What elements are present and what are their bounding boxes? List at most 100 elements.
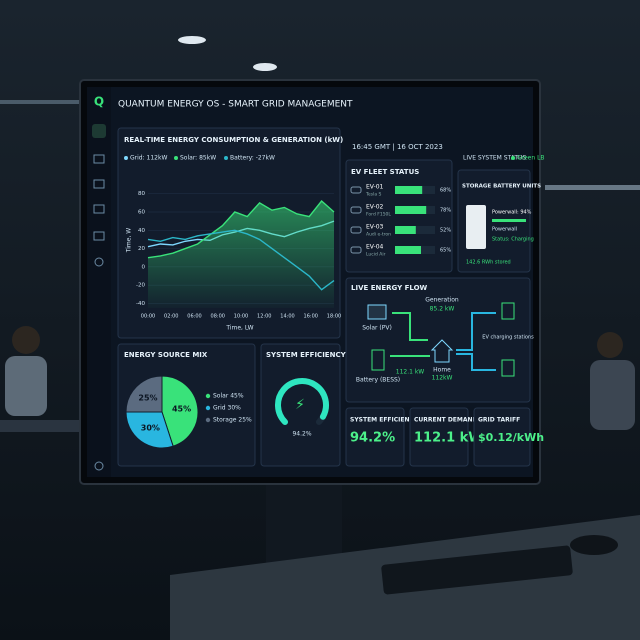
ev-bar	[395, 226, 416, 234]
keyboard	[381, 545, 573, 595]
flow-arrow	[456, 353, 496, 371]
kpi-card	[345, 407, 405, 467]
battery-unit	[466, 205, 486, 249]
kpi-label: GRID TARIFF	[478, 417, 520, 424]
kpi-value: 112.1 kW	[414, 431, 483, 446]
series-line	[147, 229, 335, 291]
flow-battery-value: 112.1 kW	[396, 369, 425, 376]
x-tick-label: 18:00	[327, 314, 341, 320]
panel-title: STORAGE BATTERY UNITS	[462, 184, 541, 190]
panel-title: REAL-TIME ENERGY CONSUMPTION & GENERATIO…	[124, 136, 343, 144]
ev-charger-icon	[501, 302, 515, 320]
car-icon	[350, 186, 362, 194]
mouse	[570, 535, 618, 555]
legend-label: Solar: 85kW	[180, 155, 216, 162]
nav-settings[interactable]	[94, 257, 104, 267]
flow-ev: EV charging stations	[482, 335, 534, 341]
legend-dot	[205, 405, 211, 411]
x-tick-label: 00:00	[141, 314, 155, 320]
ev-id: EV-03	[366, 224, 384, 231]
car-icon	[350, 206, 362, 214]
nav-settings[interactable]	[94, 461, 104, 471]
flow-solar: Solar (PV)	[362, 325, 392, 332]
person	[597, 332, 623, 358]
legend-label: Grid: 112kW	[130, 155, 167, 162]
ceiling-light	[178, 36, 206, 44]
y-tick-label: 80	[138, 191, 145, 197]
y-tick-label: 60	[138, 210, 145, 216]
ev-bar	[395, 246, 421, 254]
nav-icon[interactable]	[93, 154, 105, 164]
storage-bar	[492, 219, 526, 222]
legend-dot	[205, 417, 211, 423]
panel-title: ENERGY SOURCE MIX	[124, 351, 208, 359]
person	[5, 356, 47, 416]
ev-model: Audi e-tron	[366, 232, 391, 238]
x-tick-label: 12:00	[257, 314, 271, 320]
storage-level: Powerwall: 94%	[492, 210, 532, 216]
x-axis-label: Time, LW	[225, 325, 253, 332]
pie-slice	[161, 375, 199, 447]
status-dot	[511, 156, 515, 160]
status-label: LIVE SYSTEM STATUS	[463, 155, 526, 162]
flow-battery: Battery (BESS)	[356, 377, 400, 384]
ev-panel	[345, 159, 453, 273]
legend-dot	[205, 393, 211, 399]
pie-label: 25%	[138, 393, 157, 402]
series-line	[147, 200, 335, 259]
flow-generation-value: 85.2 kW	[430, 306, 455, 313]
nav-icon[interactable]	[93, 204, 105, 214]
sidebar	[87, 87, 111, 477]
pie-slice	[125, 411, 174, 449]
ev-id: EV-02	[366, 204, 384, 211]
x-tick-label: 14:00	[280, 314, 294, 320]
ev-model: Tesla S	[365, 192, 382, 198]
storage-status: Status: Charging	[492, 237, 534, 243]
panel-title: LIVE ENERGY FLOW	[351, 284, 428, 292]
x-tick-label: 06:00	[187, 314, 201, 320]
kpi-label: CURRENT DEMAND	[414, 417, 478, 424]
flow-arrow	[456, 312, 496, 351]
ev-model: Lucid Air	[366, 252, 386, 258]
car-icon	[350, 246, 362, 254]
kpi-card	[409, 407, 469, 467]
legend-label: Grid 30%	[213, 405, 241, 412]
battery-icon	[371, 349, 385, 371]
datetime: 16:45 GMT | 16 OCT 2023	[352, 143, 443, 151]
storage-stored: 142.6 RWh stored	[466, 260, 511, 266]
ev-charger-icon	[501, 359, 515, 377]
legend-label: Solar 45%	[213, 393, 244, 400]
person	[590, 360, 635, 430]
flow-generation: Generation	[425, 297, 459, 304]
y-tick-label: 40	[138, 228, 145, 234]
y-tick-label: 20	[138, 246, 145, 252]
status: Green LB	[517, 155, 545, 162]
nav-icon[interactable]	[93, 179, 105, 189]
ceiling-light	[0, 100, 80, 104]
home-icon	[430, 339, 454, 363]
x-tick-label: 10:00	[234, 314, 248, 320]
efficiency-panel	[260, 343, 341, 467]
nav-icon[interactable]	[93, 231, 105, 241]
kpi-value: $0.12/kWh	[478, 431, 544, 444]
ev-value: 78%	[440, 208, 451, 214]
flow-home: Home	[433, 367, 451, 374]
kpi-card	[473, 407, 531, 467]
kpi-value: 94.2%	[350, 431, 395, 446]
pie-label: 30%	[141, 424, 160, 433]
desk	[0, 420, 80, 432]
gauge-label: 94.2%	[292, 431, 311, 438]
ev-value: 52%	[440, 228, 451, 234]
ev-model: Ford F150L	[366, 212, 391, 218]
legend-label: Storage 25%	[213, 417, 252, 424]
solar-icon	[367, 304, 387, 320]
nav-home[interactable]	[92, 124, 106, 138]
pie-label: 45%	[172, 404, 191, 413]
gauge-value	[275, 378, 329, 425]
ev-id: EV-04	[366, 244, 384, 251]
ev-value: 65%	[440, 248, 451, 254]
y-tick-label: -20	[136, 283, 145, 289]
ceiling-light	[545, 185, 640, 190]
logo: Q	[94, 95, 104, 109]
